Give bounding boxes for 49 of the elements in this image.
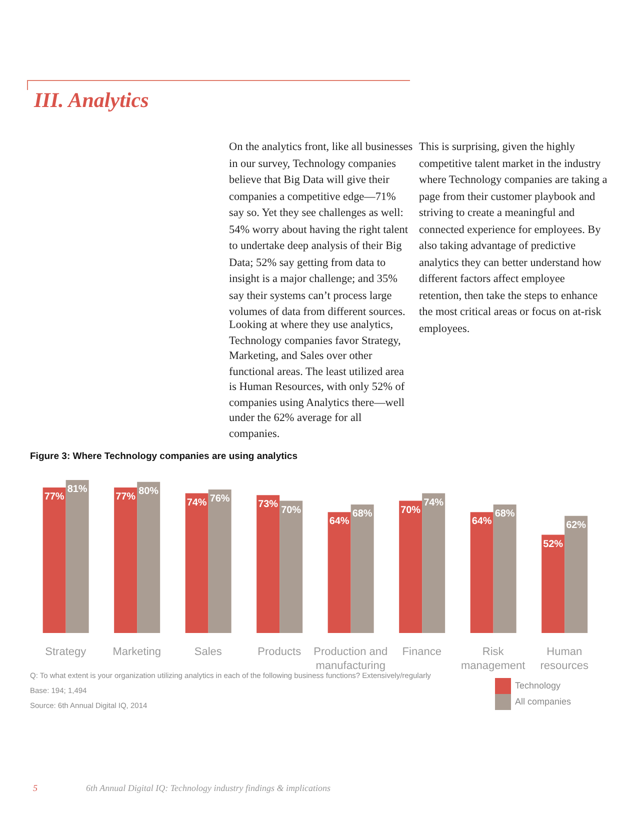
data-label: 64% [329, 516, 350, 528]
data-label: 80% [138, 486, 159, 497]
text: 6th Annual Digital IQ: Technology industry findings & implications [86, 783, 330, 793]
bar [280, 500, 303, 633]
x-tick-label: Marketing [112, 646, 162, 658]
bar [564, 516, 588, 633]
bar [208, 489, 232, 633]
data-label: 62% [566, 520, 586, 531]
x-tick-label: Sales [194, 646, 222, 658]
x-tick-label: Production and manufacturing [314, 646, 388, 672]
legend-label: All companies [515, 696, 572, 706]
x-tick-label: Human resources [540, 646, 590, 672]
bar [256, 495, 280, 633]
bar [42, 488, 66, 633]
data-label: 77% [116, 492, 136, 503]
x-tick-label: Strategy [45, 646, 87, 658]
data-label: 74% [424, 497, 444, 508]
data-label: 68% [352, 508, 372, 520]
data-label: 76% [210, 494, 230, 505]
data-label: 68% [494, 508, 515, 520]
bar [350, 504, 374, 633]
data-label: 74% [186, 497, 207, 508]
bar [422, 493, 446, 633]
data-label: 77% [44, 492, 64, 503]
x-tick-label: Risk management [461, 646, 526, 672]
bar [185, 493, 208, 633]
bar [542, 534, 565, 633]
bar [114, 488, 138, 633]
bar [328, 512, 351, 633]
bar [470, 512, 494, 633]
data-label: 52% [543, 538, 564, 550]
data-label: 64% [472, 516, 492, 528]
data-label: 70% [281, 504, 302, 516]
bar [493, 504, 516, 633]
text: This is surprising, given the highly competitive talent market in the industry where Technology companies are taking a page from their customer playbook and striving to create a meaningful and connected experience for employees. By also taking advantage of predictive analytics they can better understand how different factors affect employee retention, then take the steps to enhance the most critical areas or focus on at-risk employees. [419, 141, 608, 334]
text: 5 [33, 783, 38, 793]
bar [399, 500, 422, 633]
legend-label: Technology [515, 680, 561, 690]
x-tick-label: Finance [402, 646, 442, 658]
data-label: 73% [258, 499, 278, 510]
text: Looking at where they use analytics, Technology companies favor Strategy, Marketing, and Sales over other functional areas. The least utilized area is Human Resources, with only 52% of companies using Analytics there—well under the 62% average for all companies. [229, 318, 406, 442]
text: III. Analytics [34, 88, 149, 113]
x-tick-label: Products [258, 646, 302, 658]
text: On the analytics front, like all businesses in our survey, Technology companies believe that Big Data will give their companies a competitive edge—71% say so. Yet they see challenges as well: 54% worry about having the right talent to undertake deep analysis of their Big Data; 52% say getting from data to insight is a major challenge; and 35% say their systems can’t process large volumes of data from different sources. [229, 141, 413, 318]
chart-title: Figure 3: Where Technology companies are using analytics [30, 451, 298, 462]
bar [66, 480, 89, 633]
bar [137, 482, 160, 633]
data-label: 81% [67, 484, 88, 496]
data-label: 70% [400, 504, 421, 516]
